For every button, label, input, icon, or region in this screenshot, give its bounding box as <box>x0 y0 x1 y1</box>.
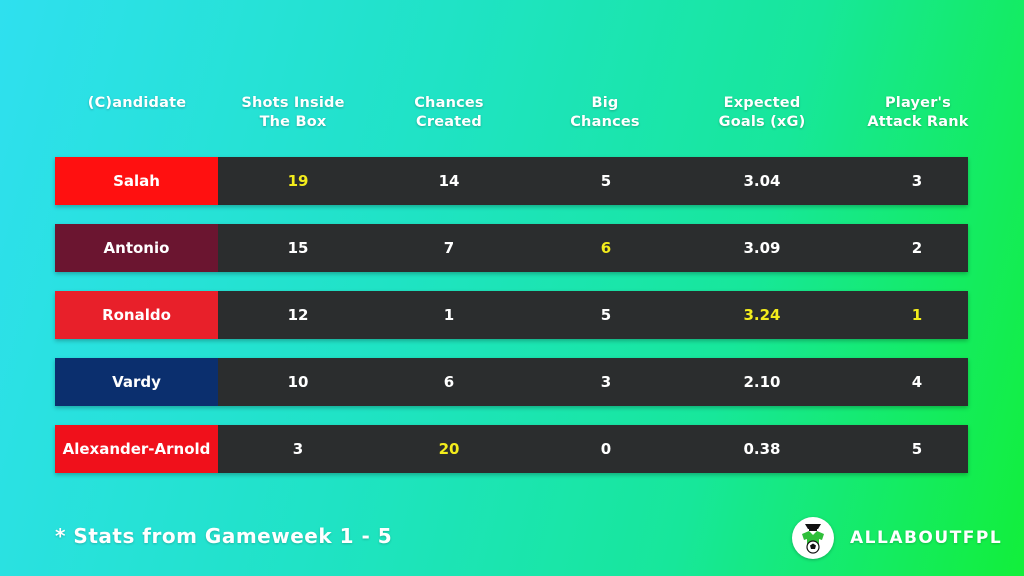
footnote: * Stats from Gameweek 1 - 5 <box>55 524 393 548</box>
stat-cell: 19 <box>287 172 309 190</box>
stat-cell: 10 <box>287 373 309 391</box>
table-header: (C)andidate Shots Inside The Box Chances Cre… <box>0 94 1024 138</box>
stat-cell: 1 <box>911 306 923 324</box>
stat-cell: 2.10 <box>743 373 781 391</box>
stat-cell: 15 <box>287 239 309 257</box>
stat-cell: 7 <box>443 239 455 257</box>
brand: ALLABOUTFPL <box>792 516 1002 560</box>
column-header: Expected Goals (xG) <box>718 95 806 130</box>
stat-cell: 20 <box>438 440 460 458</box>
stat-cell: 5 <box>600 172 612 190</box>
stat-cell: 2 <box>911 239 923 257</box>
table-row: Alexander-Arnold 3 20 0 0.38 5 <box>55 425 968 473</box>
stat-cell: 0.38 <box>743 440 781 458</box>
column-header: (C)andidate <box>87 95 187 111</box>
stat-cell: 0 <box>600 440 612 458</box>
table-row: Ronaldo 12 1 5 3.24 1 <box>55 291 968 339</box>
player-name: Antonio <box>55 224 218 272</box>
brand-name: ALLABOUTFPL <box>850 528 1003 548</box>
stat-cell: 5 <box>600 306 612 324</box>
stat-cell: 3 <box>911 172 923 190</box>
player-name: Vardy <box>55 358 218 406</box>
column-header: Chances Created <box>414 95 484 130</box>
column-header: Big Chances <box>570 95 640 130</box>
player-name: Salah <box>55 157 218 205</box>
stat-cell: 6 <box>600 239 612 257</box>
stat-cell: 3 <box>600 373 612 391</box>
player-name: Ronaldo <box>55 291 218 339</box>
column-header: Shots Inside The Box <box>241 95 345 130</box>
stat-cell: 5 <box>911 440 923 458</box>
stat-cell: 1 <box>443 306 455 324</box>
column-header: Player's Attack Rank <box>867 95 969 130</box>
stat-cell: 3.24 <box>743 306 781 324</box>
stat-cell: 3.09 <box>743 239 781 257</box>
stat-cell: 3 <box>292 440 304 458</box>
table-row: Salah 19 14 5 3.04 3 <box>55 157 968 205</box>
player-name: Alexander-Arnold <box>55 425 218 473</box>
stat-cell: 3.04 <box>743 172 781 190</box>
stat-cell: 12 <box>287 306 309 324</box>
stat-cell: 4 <box>911 373 923 391</box>
stat-cell: 14 <box>438 172 460 190</box>
table-row: Antonio 15 7 6 3.09 2 <box>55 224 968 272</box>
stat-cell: 6 <box>443 373 455 391</box>
football-player-icon <box>792 517 834 559</box>
table-row: Vardy 10 6 3 2.10 4 <box>55 358 968 406</box>
